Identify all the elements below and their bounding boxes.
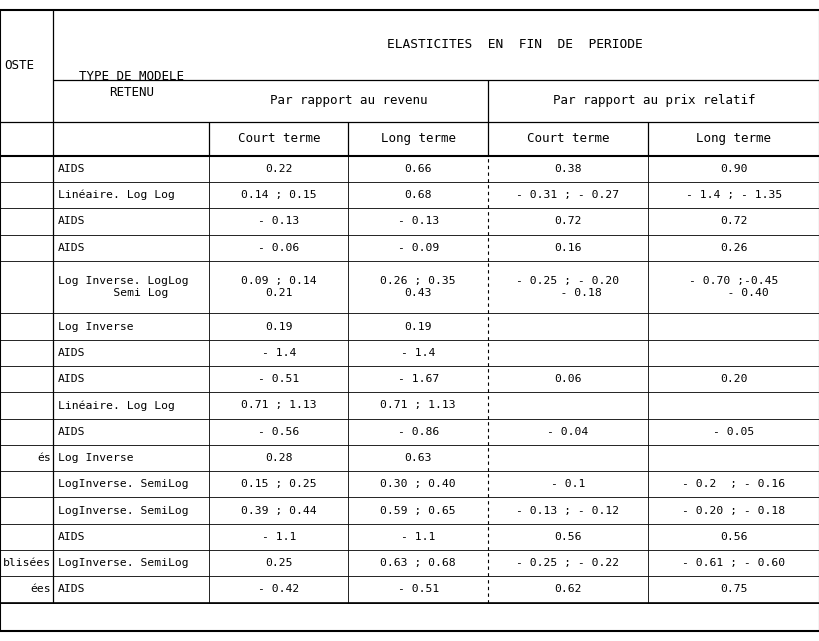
Text: 0.66: 0.66 bbox=[404, 164, 432, 174]
Text: - 1.4: - 1.4 bbox=[400, 348, 435, 358]
Text: 0.25: 0.25 bbox=[265, 558, 292, 568]
Text: 0.90: 0.90 bbox=[719, 164, 747, 174]
Text: AIDS: AIDS bbox=[58, 427, 86, 437]
Text: 0.22: 0.22 bbox=[265, 164, 292, 174]
Text: Linéaire. Log Log: Linéaire. Log Log bbox=[58, 400, 175, 411]
Text: - 0.56: - 0.56 bbox=[258, 427, 299, 437]
Text: 0.63: 0.63 bbox=[404, 453, 432, 463]
Text: Log Inverse: Log Inverse bbox=[58, 322, 133, 331]
Text: 0.71 ; 1.13: 0.71 ; 1.13 bbox=[241, 401, 316, 410]
Text: LogInverse. SemiLog: LogInverse. SemiLog bbox=[58, 558, 188, 568]
Text: - 1.67: - 1.67 bbox=[397, 374, 438, 384]
Text: OSTE: OSTE bbox=[4, 59, 34, 72]
Text: Court terme: Court terme bbox=[238, 132, 319, 146]
Text: - 0.42: - 0.42 bbox=[258, 585, 299, 594]
Text: Long terme: Long terme bbox=[380, 132, 455, 146]
Text: 0.63 ; 0.68: 0.63 ; 0.68 bbox=[380, 558, 455, 568]
Text: 0.39 ; 0.44: 0.39 ; 0.44 bbox=[241, 506, 316, 515]
Text: Court terme: Court terme bbox=[526, 132, 609, 146]
Text: 0.38: 0.38 bbox=[554, 164, 581, 174]
Text: 0.15 ; 0.25: 0.15 ; 0.25 bbox=[241, 479, 316, 489]
Text: - 0.25 ; - 0.20
    - 0.18: - 0.25 ; - 0.20 - 0.18 bbox=[516, 276, 618, 298]
Text: 0.20: 0.20 bbox=[719, 374, 747, 384]
Text: RETENU: RETENU bbox=[109, 86, 153, 99]
Text: LogInverse. SemiLog: LogInverse. SemiLog bbox=[58, 479, 188, 489]
Text: - 0.1: - 0.1 bbox=[550, 479, 584, 489]
Text: - 0.51: - 0.51 bbox=[258, 374, 299, 384]
Text: 0.59 ; 0.65: 0.59 ; 0.65 bbox=[380, 506, 455, 515]
Text: Log Inverse: Log Inverse bbox=[58, 453, 133, 463]
Text: 0.16: 0.16 bbox=[554, 243, 581, 253]
Text: 0.30 ; 0.40: 0.30 ; 0.40 bbox=[380, 479, 455, 489]
Text: - 0.70 ;-0.45
    - 0.40: - 0.70 ;-0.45 - 0.40 bbox=[689, 276, 777, 298]
Text: AIDS: AIDS bbox=[58, 585, 86, 594]
Text: 0.19: 0.19 bbox=[265, 322, 292, 331]
Text: 0.68: 0.68 bbox=[404, 190, 432, 200]
Text: 0.26 ; 0.35
0.43: 0.26 ; 0.35 0.43 bbox=[380, 276, 455, 298]
Text: 0.72: 0.72 bbox=[554, 217, 581, 226]
Text: - 0.61 ; - 0.60: - 0.61 ; - 0.60 bbox=[681, 558, 785, 568]
Text: 0.72: 0.72 bbox=[719, 217, 747, 226]
Text: - 0.06: - 0.06 bbox=[258, 243, 299, 253]
Text: - 0.04: - 0.04 bbox=[546, 427, 588, 437]
Text: Par rapport au revenu: Par rapport au revenu bbox=[269, 94, 427, 108]
Text: AIDS: AIDS bbox=[58, 243, 86, 253]
Text: - 0.2  ; - 0.16: - 0.2 ; - 0.16 bbox=[681, 479, 785, 489]
Text: 0.71 ; 1.13: 0.71 ; 1.13 bbox=[380, 401, 455, 410]
Text: LogInverse. SemiLog: LogInverse. SemiLog bbox=[58, 506, 188, 515]
Text: - 0.09: - 0.09 bbox=[397, 243, 438, 253]
Text: blisées: blisées bbox=[2, 558, 51, 568]
Text: ELASTICITES  EN  FIN  DE  PERIODE: ELASTICITES EN FIN DE PERIODE bbox=[387, 38, 641, 51]
Text: 0.09 ; 0.14
0.21: 0.09 ; 0.14 0.21 bbox=[241, 276, 316, 298]
Text: 0.14 ; 0.15: 0.14 ; 0.15 bbox=[241, 190, 316, 200]
Text: Par rapport au prix relatif: Par rapport au prix relatif bbox=[552, 94, 754, 108]
Text: 0.56: 0.56 bbox=[554, 532, 581, 542]
Text: ées: ées bbox=[30, 585, 51, 594]
Text: AIDS: AIDS bbox=[58, 532, 86, 542]
Text: AIDS: AIDS bbox=[58, 217, 86, 226]
Text: TYPE DE MODELE: TYPE DE MODELE bbox=[79, 70, 183, 83]
Text: 0.26: 0.26 bbox=[719, 243, 747, 253]
Text: AIDS: AIDS bbox=[58, 374, 86, 384]
Text: 0.56: 0.56 bbox=[719, 532, 747, 542]
Text: AIDS: AIDS bbox=[58, 348, 86, 358]
Text: 0.06: 0.06 bbox=[554, 374, 581, 384]
Text: - 1.4 ; - 1.35: - 1.4 ; - 1.35 bbox=[685, 190, 781, 200]
Text: 0.62: 0.62 bbox=[554, 585, 581, 594]
Text: 0.19: 0.19 bbox=[404, 322, 432, 331]
Text: - 0.13: - 0.13 bbox=[397, 217, 438, 226]
Text: Long terme: Long terme bbox=[695, 132, 771, 146]
Text: - 1.1: - 1.1 bbox=[400, 532, 435, 542]
Text: - 1.4: - 1.4 bbox=[261, 348, 296, 358]
Text: 0.28: 0.28 bbox=[265, 453, 292, 463]
Text: 0.75: 0.75 bbox=[719, 585, 747, 594]
Text: - 0.20 ; - 0.18: - 0.20 ; - 0.18 bbox=[681, 506, 785, 515]
Text: AIDS: AIDS bbox=[58, 164, 86, 174]
Text: Linéaire. Log Log: Linéaire. Log Log bbox=[58, 190, 175, 201]
Text: - 0.51: - 0.51 bbox=[397, 585, 438, 594]
Text: - 0.25 ; - 0.22: - 0.25 ; - 0.22 bbox=[516, 558, 618, 568]
Text: - 1.1: - 1.1 bbox=[261, 532, 296, 542]
Text: - 0.13: - 0.13 bbox=[258, 217, 299, 226]
Text: Log Inverse. LogLog
     Semi Log: Log Inverse. LogLog Semi Log bbox=[58, 276, 188, 298]
Text: - 0.13 ; - 0.12: - 0.13 ; - 0.12 bbox=[516, 506, 618, 515]
Text: - 0.31 ; - 0.27: - 0.31 ; - 0.27 bbox=[516, 190, 618, 200]
Text: és: és bbox=[37, 453, 51, 463]
Text: - 0.86: - 0.86 bbox=[397, 427, 438, 437]
Text: - 0.05: - 0.05 bbox=[713, 427, 753, 437]
